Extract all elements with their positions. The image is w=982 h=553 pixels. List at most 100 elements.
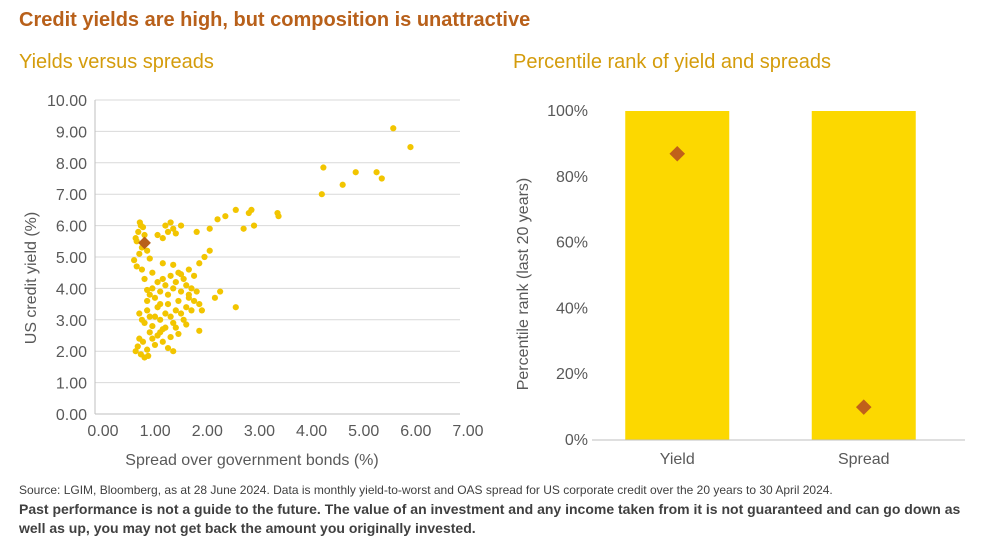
bar-chart-title: Percentile rank of yield and spreads	[513, 51, 831, 73]
disclaimer: Past performance is not a guide to the f…	[19, 501, 961, 536]
scatter-point	[172, 324, 179, 331]
scatter-axes	[94, 100, 460, 415]
scatter-point	[159, 235, 166, 242]
scatter-chart: 0.00 1.00 2.00 3.00 4.00 5.00 6.00 7.00 8.00 9.00…	[23, 93, 484, 469]
scatter-point	[248, 206, 255, 213]
bar-y-tick: 100%	[547, 103, 588, 120]
scatter-point	[183, 304, 190, 311]
scatter-point	[222, 213, 229, 220]
scatter-point	[232, 304, 239, 311]
scatter-point	[157, 288, 164, 295]
scatter-y-tick: 6.00	[56, 219, 87, 236]
scatter-point	[188, 285, 195, 292]
scatter-point	[172, 230, 179, 237]
scatter-point	[185, 291, 192, 298]
scatter-point	[193, 288, 200, 295]
scatter-point	[172, 307, 179, 314]
bar-y-tick: 80%	[556, 169, 588, 186]
scatter-point	[154, 279, 161, 286]
scatter-point	[196, 260, 203, 267]
scatter-point	[180, 275, 187, 283]
scatter-point	[136, 250, 143, 257]
scatter-point	[134, 343, 141, 350]
scatter-point	[175, 330, 182, 338]
scatter-point	[175, 297, 182, 305]
scatter-point	[144, 286, 151, 294]
scatter-point	[157, 301, 164, 308]
scatter-point	[133, 263, 140, 270]
scatter-point	[146, 313, 153, 320]
bar-category-label: Spread	[838, 451, 890, 468]
scatter-point	[177, 310, 185, 317]
scatter-point	[378, 175, 385, 182]
scatter-point	[141, 319, 148, 327]
scatter-point	[162, 282, 169, 289]
scatter-point	[167, 333, 174, 341]
scatter-x-tick: 1.00	[140, 423, 171, 440]
scatter-point	[151, 341, 159, 349]
scatter-x-tick: 0.00	[87, 423, 118, 440]
source-note: Source: LGIM, Bloomberg, as at 28 June 2…	[19, 483, 833, 497]
scatter-x-tick-labels: 0.00 1.00 2.00 3.00 4.00 5.00 6.00 7.00	[87, 423, 483, 440]
scatter-point	[188, 307, 195, 314]
scatter-point	[185, 266, 192, 273]
bar-y-axis-label: Percentile rank (last 20 years)	[515, 178, 532, 391]
scatter-point	[339, 181, 346, 188]
scatter-y-tick-labels: 0.00 1.00 2.00 3.00 4.00 5.00 6.00 7.00 8.00 9.00…	[47, 93, 87, 424]
scatter-point	[198, 307, 205, 314]
scatter-y-tick: 10.00	[47, 93, 87, 110]
scatter-y-tick: 0.00	[56, 407, 87, 424]
scatter-point	[164, 301, 172, 308]
scatter-point	[157, 316, 164, 323]
scatter-point	[193, 228, 200, 235]
bar-bars	[625, 111, 916, 440]
scatter-point	[170, 319, 177, 327]
scatter-y-tick: 1.00	[56, 376, 87, 393]
scatter-point	[352, 169, 359, 176]
bar-y-tick: 40%	[556, 300, 588, 317]
scatter-point	[170, 285, 177, 292]
scatter-point	[170, 348, 177, 355]
page-title: Credit yields are high, but composition …	[19, 9, 531, 31]
scatter-point	[146, 255, 153, 262]
scatter-point	[144, 297, 151, 305]
scatter-point	[390, 125, 397, 132]
scatter-x-tick: 2.00	[192, 423, 223, 440]
scatter-point	[170, 261, 177, 268]
scatter-x-tick: 4.00	[296, 423, 327, 440]
scatter-point	[196, 327, 203, 334]
scatter-point	[149, 285, 156, 292]
bar-y-tick: 60%	[556, 235, 588, 252]
scatter-chart-title: Yields versus spreads	[19, 51, 214, 73]
scatter-points	[131, 125, 414, 361]
scatter-point	[240, 225, 247, 232]
scatter-point	[232, 206, 239, 213]
bar-y-tick: 0%	[565, 432, 588, 449]
scatter-point	[206, 247, 213, 254]
scatter-point	[149, 322, 156, 330]
scatter-point	[167, 313, 174, 320]
diamond-marker-yield	[669, 145, 686, 162]
scatter-point	[141, 275, 148, 283]
scatter-point	[164, 228, 172, 235]
scatter-point	[135, 228, 142, 235]
scatter-point	[136, 219, 143, 226]
scatter-x-tick: 3.00	[244, 423, 275, 440]
scatter-point	[172, 279, 179, 286]
scatter-current-point	[138, 236, 151, 250]
scatter-x-tick: 7.00	[452, 423, 483, 440]
scatter-point	[154, 231, 161, 239]
bar-category-labels: Yield Spread	[660, 451, 890, 468]
scatter-point	[132, 348, 139, 355]
scatter-point	[201, 253, 208, 261]
scatter-point	[141, 231, 148, 239]
scatter-point	[159, 338, 166, 345]
scatter-x-tick: 6.00	[400, 423, 431, 440]
scatter-point	[149, 335, 156, 342]
scatter-point	[373, 169, 380, 176]
scatter-point	[167, 219, 174, 226]
scatter-y-tick: 7.00	[56, 187, 87, 204]
bar-yield	[625, 111, 730, 440]
scatter-y-tick: 2.00	[56, 344, 87, 361]
